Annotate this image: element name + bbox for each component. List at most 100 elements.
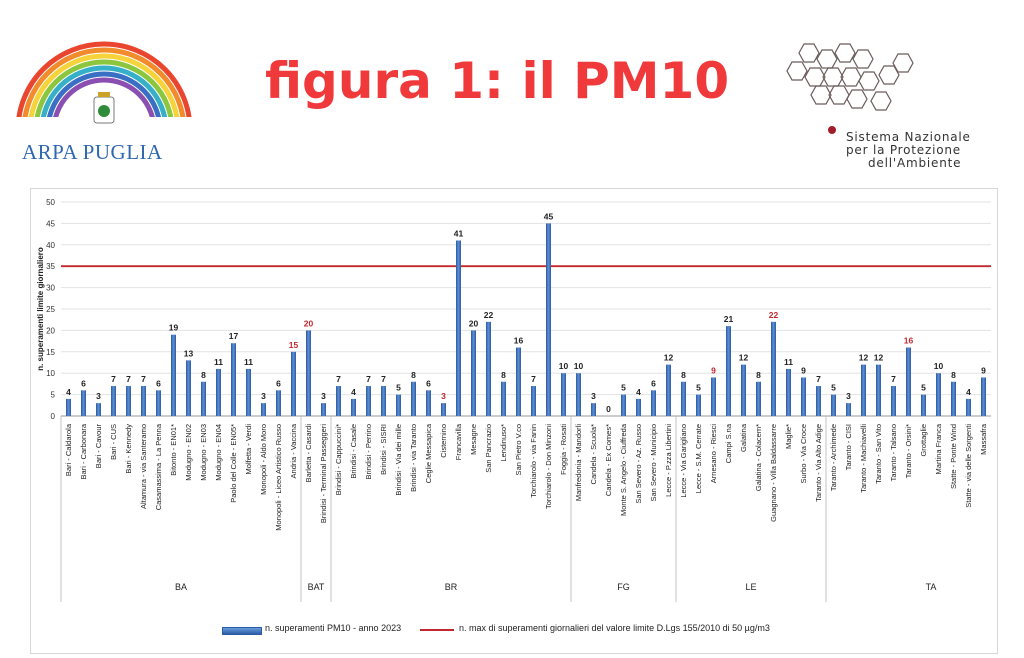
bar-value-label: 6 xyxy=(156,378,161,388)
category-label: Taranto - San Vito xyxy=(874,424,883,484)
bar xyxy=(726,326,731,416)
category-label: Modugno - EN03 xyxy=(199,424,208,481)
category-label: Lecce - Via Garigliano xyxy=(679,424,688,498)
bar xyxy=(156,390,161,416)
bar xyxy=(216,368,221,416)
category-label: Maglie* xyxy=(784,424,793,449)
bar-value-label: 8 xyxy=(201,370,206,380)
category-label: Molfetta - Verdi xyxy=(244,424,253,475)
group-label: BR xyxy=(445,582,458,592)
bar-value-label: 7 xyxy=(531,374,536,384)
bar xyxy=(276,390,281,416)
bar-value-label: 7 xyxy=(141,374,146,384)
bar-value-label: 41 xyxy=(454,229,464,239)
bar-value-label: 22 xyxy=(484,310,494,320)
bar xyxy=(906,347,911,416)
bar-value-label: 20 xyxy=(304,318,314,328)
bar xyxy=(456,240,461,416)
bar-value-label: 17 xyxy=(229,331,239,341)
bar-value-label: 7 xyxy=(126,374,131,384)
bar-value-label: 12 xyxy=(739,353,749,363)
bar-value-label: 3 xyxy=(846,391,851,401)
bar-value-label: 5 xyxy=(831,383,836,393)
category-label: Statte - Ponte Wind xyxy=(949,424,958,489)
bar-value-label: 8 xyxy=(411,370,416,380)
bar xyxy=(756,381,761,416)
y-tick-label: 35 xyxy=(46,262,55,271)
bar xyxy=(141,386,146,416)
group-label: BAT xyxy=(308,582,325,592)
category-label: Bari - Carbonara xyxy=(79,423,88,479)
bar xyxy=(876,364,881,416)
bar-value-label: 3 xyxy=(441,391,446,401)
bar xyxy=(846,403,851,416)
category-label: Torchiarolo - via Fanin xyxy=(529,424,538,498)
bar-value-label: 12 xyxy=(664,353,674,363)
page-title: figura 1: il PM10 xyxy=(265,52,730,110)
bar xyxy=(231,343,236,416)
bar xyxy=(591,403,596,416)
bar xyxy=(81,390,86,416)
category-label: Modugno - EN04 xyxy=(214,424,223,481)
bar-value-label: 3 xyxy=(591,391,596,401)
y-tick-label: 5 xyxy=(51,391,56,400)
category-label: Taranto - CISI xyxy=(844,424,853,470)
bar xyxy=(381,386,386,416)
bar-value-label: 8 xyxy=(681,370,686,380)
category-label: Massafra xyxy=(979,423,988,455)
bar-value-label: 6 xyxy=(81,378,86,388)
category-label: Bari - Cavour xyxy=(94,424,103,469)
bar-value-label: 9 xyxy=(711,365,716,375)
category-label: San Severo - Az. Russo xyxy=(634,424,643,504)
category-label: Casamassima - La Penna xyxy=(154,423,163,510)
category-label: Arnesano - Riesci xyxy=(709,424,718,484)
bar xyxy=(546,223,551,416)
bar xyxy=(576,373,581,416)
bar xyxy=(891,386,896,416)
bar xyxy=(366,386,371,416)
bar xyxy=(261,403,266,416)
bar-value-label: 21 xyxy=(724,314,734,324)
bar-value-label: 11 xyxy=(214,357,223,367)
arpa-puglia-logo xyxy=(14,35,196,145)
arpa-puglia-wordmark: ARPA PUGLIA xyxy=(22,140,163,164)
bar-value-label: 6 xyxy=(276,378,281,388)
y-tick-label: 50 xyxy=(46,198,55,207)
snpa-text-line-3: dell'Ambiente xyxy=(868,156,962,170)
y-tick-label: 15 xyxy=(46,348,55,357)
category-label: Manfredonia - Mandorli xyxy=(574,424,583,501)
bar-value-label: 45 xyxy=(544,211,554,221)
bar-value-label: 10 xyxy=(574,361,584,371)
category-label: Cisternino xyxy=(439,424,448,458)
bar xyxy=(126,386,131,416)
bar-value-label: 12 xyxy=(874,353,884,363)
category-label: Campi S.na xyxy=(724,423,733,463)
bar-value-label: 7 xyxy=(111,374,116,384)
category-label: Paolo del Colle - EN05* xyxy=(229,424,238,503)
bar-value-label: 8 xyxy=(501,370,506,380)
category-label: San Severo - Municipio xyxy=(649,424,658,502)
bar xyxy=(666,364,671,416)
category-label: Taranto - Via Alto Adige xyxy=(814,424,823,502)
bar-value-label: 16 xyxy=(514,336,524,346)
bar-value-label: 5 xyxy=(696,383,701,393)
bar-value-label: 4 xyxy=(636,387,641,397)
bar-value-label: 16 xyxy=(904,336,914,346)
bar xyxy=(246,368,251,416)
y-tick-label: 0 xyxy=(51,412,56,421)
category-label: Altamura - via Santeramo xyxy=(139,424,148,509)
category-label: Lendinuso* xyxy=(499,424,508,462)
bar-value-label: 4 xyxy=(351,387,356,397)
bar-value-label: 22 xyxy=(769,310,779,320)
bar-value-label: 5 xyxy=(621,383,626,393)
bar xyxy=(831,394,836,416)
bar xyxy=(336,386,341,416)
bar xyxy=(291,351,296,416)
category-label: Brindisi - SISRI xyxy=(379,424,388,475)
bar-value-label: 5 xyxy=(921,383,926,393)
bar xyxy=(681,381,686,416)
y-tick-label: 40 xyxy=(46,241,55,250)
bar xyxy=(351,398,356,416)
category-label: Brindisi - Perrino xyxy=(364,424,373,479)
category-label: Taranto - Machiavelli xyxy=(859,424,868,493)
